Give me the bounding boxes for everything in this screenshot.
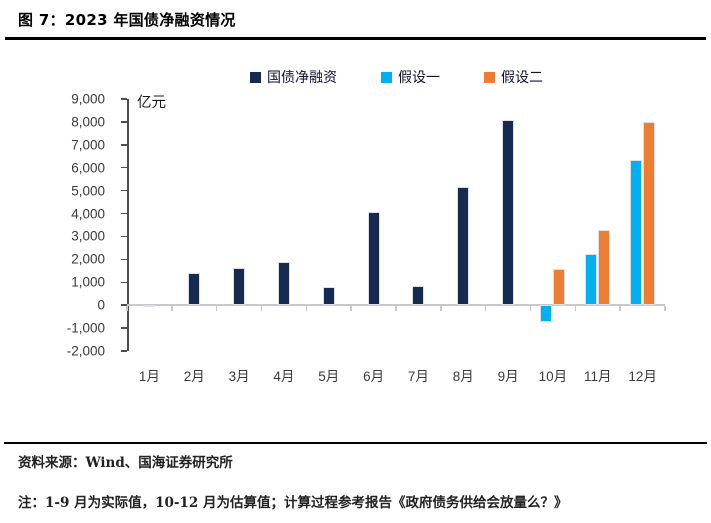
bar-国债净融资-2月 <box>188 273 201 306</box>
x-tick-mark <box>215 305 218 311</box>
bar-国债净融资-8月 <box>457 187 470 306</box>
y-tick-mark <box>121 258 127 261</box>
chart-legend: 国债净融资 假设一 假设二 <box>128 67 665 87</box>
bar-假设一-11月 <box>585 253 598 306</box>
x-axis-line <box>127 304 665 306</box>
y-tick-label: 8,000 <box>71 114 105 130</box>
legend-label-hypothesis-1: 假设一 <box>398 70 440 86</box>
title-divider <box>5 37 706 40</box>
bar-国债净融资-3月 <box>233 268 246 306</box>
bar-国债净融资-4月 <box>277 262 290 306</box>
y-tick-mark <box>121 281 127 284</box>
y-axis-unit-label: 亿元 <box>137 95 166 111</box>
bar-假设二-10月 <box>553 268 566 306</box>
bar-假设一-12月 <box>630 159 643 306</box>
x-tick-mark <box>484 305 487 311</box>
legend-swatch-hypothesis-2 <box>484 71 495 83</box>
bar-国债净融资-6月 <box>367 212 380 306</box>
y-tick-mark <box>121 121 127 123</box>
y-tick-label: 1,000 <box>71 274 105 290</box>
plot-area <box>121 98 666 352</box>
y-tick-mark <box>121 235 127 238</box>
legend-item-treasury: 国债净融资 <box>250 67 337 87</box>
y-tick-label: -2,000 <box>66 343 105 359</box>
x-tick-mark <box>350 305 352 311</box>
x-tick-mark <box>171 305 173 311</box>
legend-item-hypothesis-2: 假设二 <box>484 67 543 87</box>
bar-国债净融资-9月 <box>502 120 515 306</box>
y-tick-mark <box>121 304 127 306</box>
bar-假设二-11月 <box>598 230 611 306</box>
x-tick-mark <box>664 305 666 311</box>
y-tick-label: 7,000 <box>71 137 105 153</box>
y-tick-mark <box>121 166 127 169</box>
x-tick-mark <box>305 305 308 311</box>
y-tick-label: 6,000 <box>71 160 105 176</box>
x-tick-label: 1月 <box>138 369 160 384</box>
x-tick-mark <box>574 305 577 311</box>
legend-swatch-treasury <box>250 71 261 83</box>
x-tick-label: 5月 <box>318 369 340 384</box>
bar-国债净融资-5月 <box>322 287 335 306</box>
x-tick-label: 9月 <box>497 369 519 384</box>
y-tick-label: 5,000 <box>71 183 105 199</box>
note-text: 注：1-9 月为实际值，10-12 月为估算值；计算过程参考报告《政府债务供给会… <box>18 495 568 511</box>
y-tick-label: 3,000 <box>71 228 105 244</box>
x-tick-label: 12月 <box>628 369 657 384</box>
y-axis-line <box>127 99 129 351</box>
x-tick-label: 6月 <box>363 369 385 384</box>
x-axis-labels: 1月 2月 3月 4月 5月 6月 7月 8月 9月 10月 11月 12月 <box>127 365 665 384</box>
y-tick-mark <box>121 98 127 100</box>
x-tick-label: 2月 <box>183 369 205 384</box>
y-tick-mark <box>121 144 127 146</box>
legend-label-treasury: 国债净融资 <box>267 70 337 86</box>
y-tick-label: 4,000 <box>71 206 105 222</box>
x-tick-mark <box>260 305 263 311</box>
x-tick-label: 7月 <box>407 369 429 384</box>
y-axis-labels: 9,000 8,000 7,000 6,000 5,000 4,000 3,000 2,000… <box>28 92 105 359</box>
y-tick-mark <box>121 350 127 352</box>
bar-国债净融资-7月 <box>412 286 425 306</box>
y-tick-label: 9,000 <box>71 91 105 107</box>
bar-假设一-10月 <box>540 305 553 323</box>
x-tick-label: 11月 <box>583 369 612 384</box>
x-tick-label: 8月 <box>452 369 474 384</box>
x-tick-mark <box>440 305 442 311</box>
x-tick-label: 3月 <box>228 369 250 384</box>
x-tick-mark <box>126 305 128 311</box>
x-tick-mark <box>619 305 621 311</box>
x-tick-label: 10月 <box>538 369 568 384</box>
bar-国债净融资-1月 <box>143 305 156 308</box>
x-tick-mark <box>395 305 397 311</box>
x-tick-mark <box>529 305 532 311</box>
y-tick-label: -1,000 <box>66 320 105 336</box>
legend-item-hypothesis-1: 假设一 <box>381 67 440 87</box>
y-tick-label: 0 <box>97 297 105 313</box>
y-tick-mark <box>121 212 127 215</box>
bar-假设二-12月 <box>643 121 656 306</box>
footer-divider <box>4 442 707 444</box>
figure-title: 图 7：2023 年国债净融资情况 <box>18 11 236 29</box>
legend-swatch-hypothesis-1 <box>381 71 392 83</box>
legend-label-hypothesis-2: 假设二 <box>501 70 543 86</box>
x-tick-label: 4月 <box>273 369 295 384</box>
source-text: 资料来源：Wind、国海证券研究所 <box>18 455 233 471</box>
y-tick-label: 2,000 <box>71 251 105 267</box>
y-tick-mark <box>121 327 127 329</box>
y-tick-mark <box>121 189 127 192</box>
